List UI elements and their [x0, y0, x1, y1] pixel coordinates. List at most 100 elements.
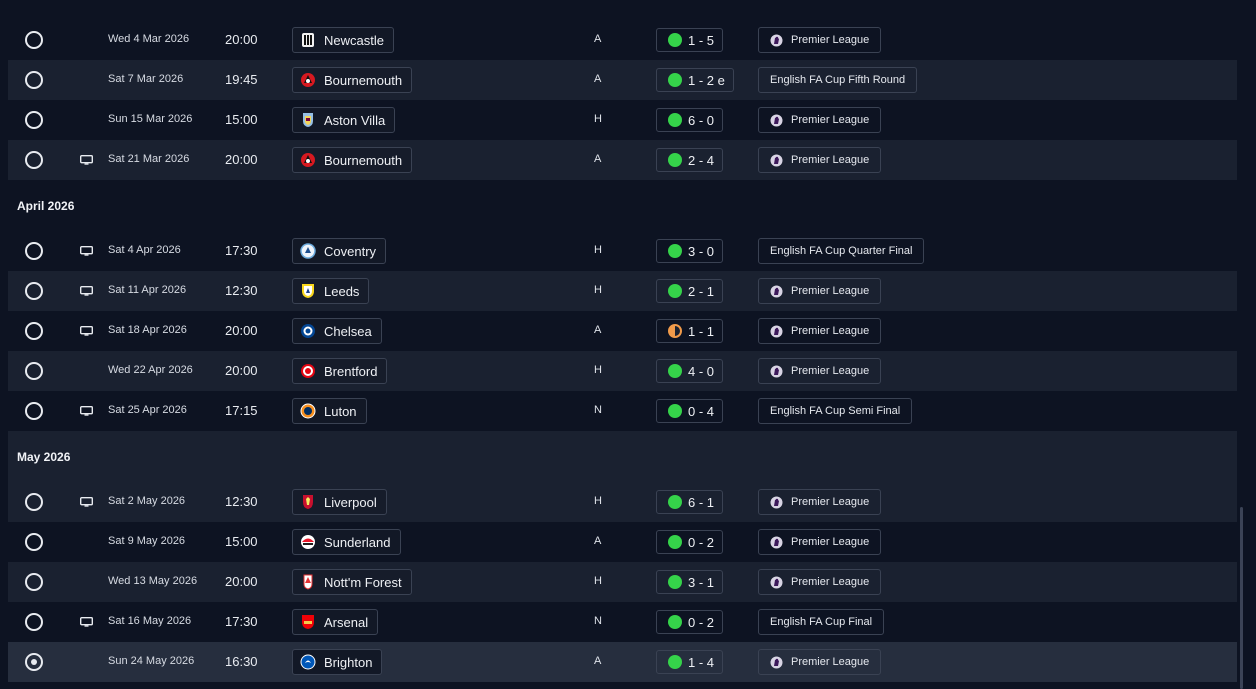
competition-link[interactable]: English FA Cup Final [758, 609, 885, 635]
opponent-team-link[interactable]: Liverpool [292, 489, 387, 515]
select-fixture-radio[interactable] [25, 111, 43, 129]
fixture-date: Sat 4 Apr 2026 [108, 244, 181, 256]
opponent-team-link[interactable]: Leeds [292, 278, 370, 304]
opponent-team-link[interactable]: Brentford [292, 358, 388, 384]
premier-league-logo-icon [770, 576, 783, 589]
tv-broadcast-icon [80, 497, 93, 507]
fixture-row[interactable]: Sat 2 May 2026 12:30 Liverpool H 6 - 1 Premie… [8, 482, 1237, 522]
fixture-row[interactable]: Wed 22 Apr 2026 20:00 Brentford H 4 - 0 Premi… [8, 351, 1237, 391]
scrollbar-thumb[interactable] [1240, 507, 1243, 689]
competition-link[interactable]: Premier League [758, 318, 882, 344]
competition-link[interactable]: Premier League [758, 27, 882, 53]
opponent-team-link[interactable]: Nott'm Forest [292, 569, 412, 595]
kickoff-time: 15:00 [225, 534, 258, 549]
venue-indicator: A [594, 324, 602, 336]
match-result-link[interactable]: 0 - 4 [656, 399, 724, 423]
competition-link[interactable]: Premier League [758, 278, 882, 304]
select-fixture-radio[interactable] [25, 613, 43, 631]
fixture-row[interactable]: Sat 18 Apr 2026 20:00 Chelsea A 1 - 1 Premier… [8, 311, 1237, 351]
fixture-row[interactable]: Sat 25 Apr 2026 17:15 Luton N 0 - 4 English F… [8, 391, 1237, 431]
opponent-team-link[interactable]: Newcastle [292, 27, 394, 53]
premier-league-logo-icon [770, 496, 783, 509]
aston-villa-crest-icon [300, 112, 316, 128]
competition-link[interactable]: Premier League [758, 569, 882, 595]
win-indicator-icon [668, 615, 682, 629]
competition-name: Premier League [791, 536, 870, 548]
win-indicator-icon [668, 284, 682, 298]
fixture-row[interactable]: Wed 13 May 2026 20:00 Nott'm Forest H 3 - 1 P… [8, 562, 1237, 602]
select-fixture-radio[interactable] [25, 151, 43, 169]
select-fixture-radio[interactable] [25, 242, 43, 260]
select-fixture-radio[interactable] [25, 653, 43, 671]
opponent-team-link[interactable]: Arsenal [292, 609, 379, 635]
radio-selected-dot [31, 659, 37, 665]
liverpool-crest-icon [300, 494, 316, 510]
fixture-date: Sat 2 May 2026 [108, 495, 186, 507]
match-result-link[interactable]: 3 - 1 [656, 570, 724, 594]
match-result-link[interactable]: 2 - 4 [656, 148, 724, 172]
fixture-date: Sun 15 Mar 2026 [108, 113, 193, 125]
competition-name: English FA Cup Quarter Final [770, 245, 913, 257]
competition-link[interactable]: Premier League [758, 358, 882, 384]
premier-league-logo-icon [770, 536, 783, 549]
match-result-link[interactable]: 2 - 1 [656, 279, 724, 303]
opponent-team-link[interactable]: Brighton [292, 649, 383, 675]
match-result-link[interactable]: 1 - 5 [656, 28, 724, 52]
fixture-row[interactable]: Wed 4 Mar 2026 20:00 Newcastle A 1 - 5 Premie… [8, 20, 1237, 60]
match-result-link[interactable]: 1 - 1 [656, 319, 724, 343]
opponent-team-name: Coventry [324, 243, 377, 259]
competition-link[interactable]: Premier League [758, 529, 882, 555]
match-result-link[interactable]: 0 - 2 [656, 610, 724, 634]
opponent-team-link[interactable]: Aston Villa [292, 107, 396, 133]
fixture-row[interactable]: Sat 7 Mar 2026 19:45 Bournemouth A 1 - 2 e En… [8, 60, 1237, 100]
competition-link[interactable]: English FA Cup Quarter Final [758, 238, 925, 264]
opponent-team-link[interactable]: Luton [292, 398, 367, 424]
select-fixture-radio[interactable] [25, 362, 43, 380]
opponent-team-link[interactable]: Bournemouth [292, 147, 413, 173]
competition-link[interactable]: Premier League [758, 649, 882, 675]
match-result-link[interactable]: 6 - 1 [656, 490, 724, 514]
tv-broadcast-icon [80, 617, 93, 627]
competition-link[interactable]: Premier League [758, 147, 882, 173]
fixture-row[interactable]: Sat 4 Apr 2026 17:30 Coventry H 3 - 0 English… [8, 231, 1237, 271]
fixture-row[interactable]: Sun 15 Mar 2026 15:00 Aston Villa H 6 - 0 Pre… [8, 100, 1237, 140]
select-fixture-radio[interactable] [25, 402, 43, 420]
opponent-team-link[interactable]: Sunderland [292, 529, 401, 555]
competition-link[interactable]: Premier League [758, 107, 882, 133]
select-fixture-radio[interactable] [25, 533, 43, 551]
match-result-link[interactable]: 4 - 0 [656, 359, 724, 383]
match-result-link[interactable]: 1 - 2 e [656, 68, 734, 92]
competition-name: Premier League [791, 154, 870, 166]
fixture-row[interactable]: Sun 24 May 2026 16:30 Brighton A 1 - 4 Premie… [8, 642, 1237, 682]
chelsea-crest-icon [300, 323, 316, 339]
premier-league-logo-icon [770, 656, 783, 669]
fixture-row[interactable]: Sat 11 Apr 2026 12:30 Leeds H 2 - 1 Premier L… [8, 271, 1237, 311]
select-fixture-radio[interactable] [25, 573, 43, 591]
competition-link[interactable]: Premier League [758, 489, 882, 515]
venue-indicator: A [594, 73, 602, 85]
fixture-row[interactable]: Sat 16 May 2026 17:30 Arsenal N 0 - 2 English… [8, 602, 1237, 642]
kickoff-time: 12:30 [225, 494, 258, 509]
fixture-row[interactable]: Sat 9 May 2026 15:00 Sunderland A 0 - 2 Premi… [8, 522, 1237, 562]
match-result-link[interactable]: 1 - 4 [656, 650, 724, 674]
competition-link[interactable]: English FA Cup Semi Final [758, 398, 913, 424]
select-fixture-radio[interactable] [25, 71, 43, 89]
match-result-link[interactable]: 0 - 2 [656, 530, 724, 554]
match-score: 1 - 4 [688, 654, 715, 670]
select-fixture-radio[interactable] [25, 282, 43, 300]
opponent-team-link[interactable]: Coventry [292, 238, 387, 264]
select-fixture-radio[interactable] [25, 322, 43, 340]
venue-indicator: H [594, 575, 602, 587]
win-indicator-icon [668, 73, 682, 87]
competition-link[interactable]: English FA Cup Fifth Round [758, 67, 918, 93]
kickoff-time: 17:15 [225, 403, 258, 418]
opponent-team-link[interactable]: Bournemouth [292, 67, 413, 93]
win-indicator-icon [668, 404, 682, 418]
select-fixture-radio[interactable] [25, 31, 43, 49]
fixture-row[interactable]: Sat 21 Mar 2026 20:00 Bournemouth A 2 - 4 Pre… [8, 140, 1237, 180]
match-result-link[interactable]: 3 - 0 [656, 239, 724, 263]
select-fixture-radio[interactable] [25, 493, 43, 511]
match-result-link[interactable]: 6 - 0 [656, 108, 724, 132]
venue-indicator: A [594, 33, 602, 45]
opponent-team-link[interactable]: Chelsea [292, 318, 382, 344]
